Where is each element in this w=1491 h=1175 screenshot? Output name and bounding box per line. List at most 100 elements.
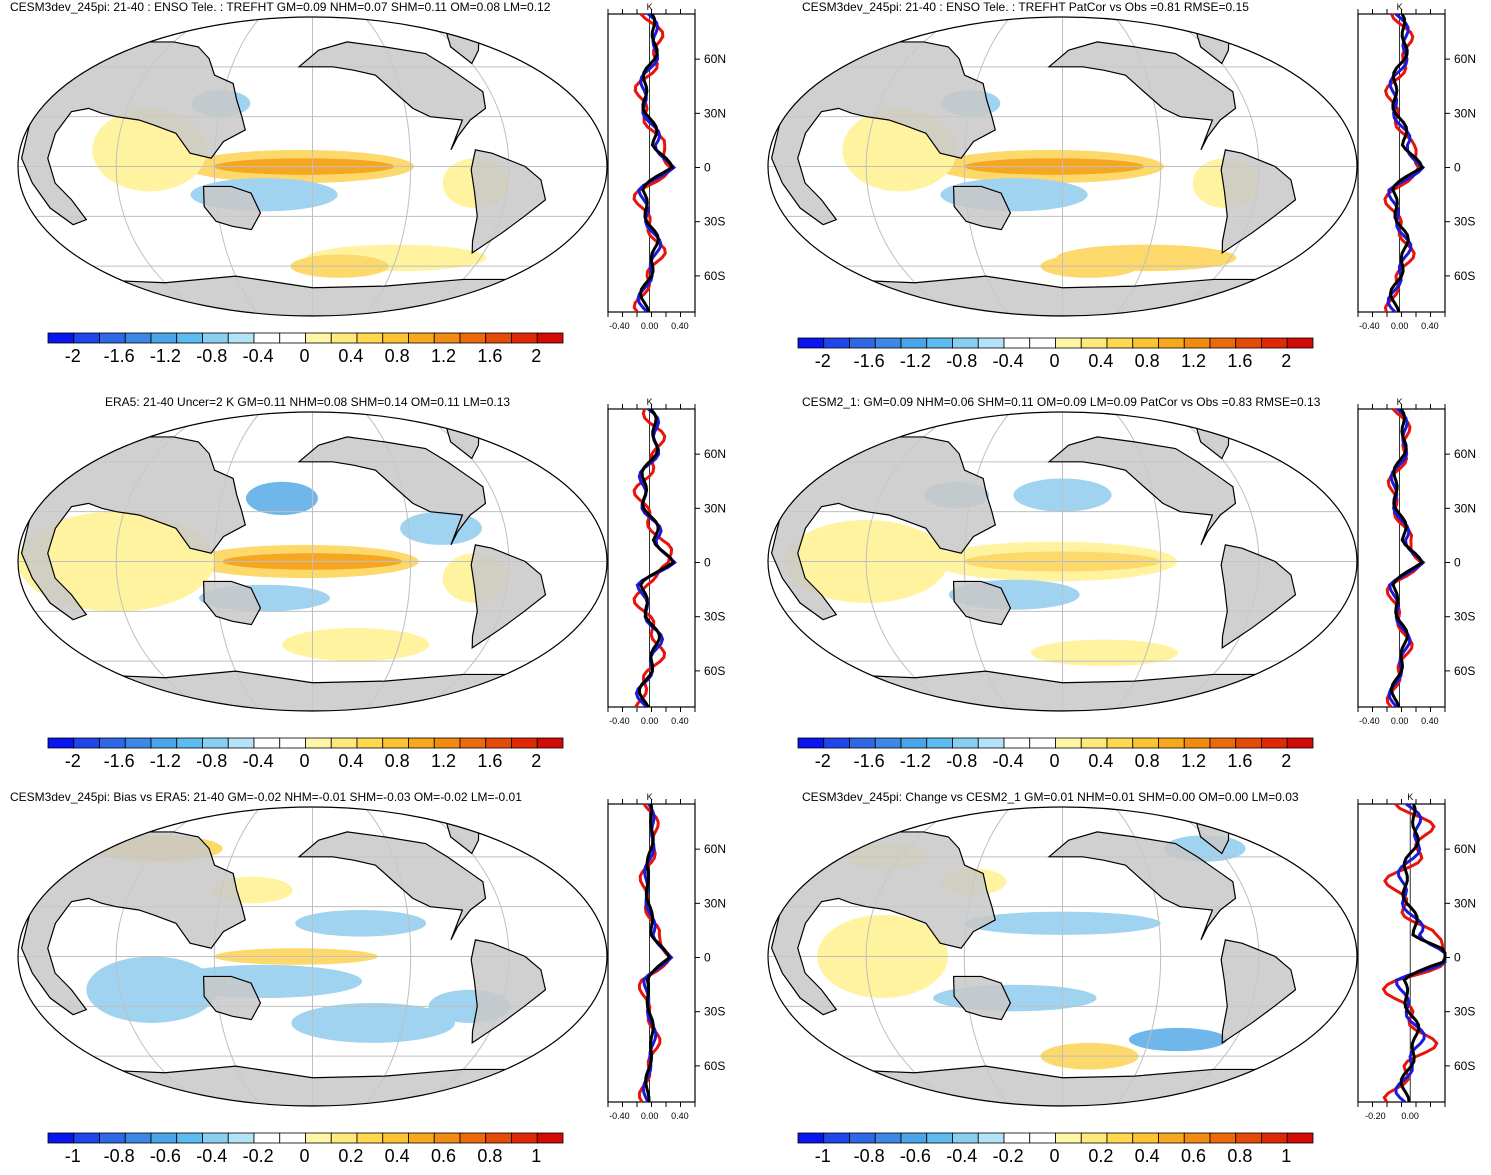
colorbar-swatch — [952, 337, 979, 349]
zonal-x-label: 0.40 — [671, 1111, 689, 1121]
colorbar-tick-label: 1.6 — [1227, 351, 1253, 371]
colorbar-swatch — [408, 332, 435, 344]
zonal-lat-label: 0 — [704, 951, 711, 965]
global-map — [17, 16, 608, 317]
zonal-unit-label: K — [647, 792, 653, 802]
colorbar-labels: -2 -1.6 -1.2 -0.8 -0.4 0 0.4 0.8 1.2 1.6 2 — [47, 751, 562, 773]
panel-change-vs-cesm2: CESM3dev_245pi: Change vs CESM2_1 GM=0.0… — [750, 790, 1491, 1175]
zonal-x-label: 0.00 — [1391, 716, 1409, 726]
colorbar-swatch — [900, 737, 928, 749]
colorbar-swatch — [253, 332, 281, 344]
land-mass — [1047, 41, 1237, 151]
zonal-lat-label: 60S — [1454, 1059, 1475, 1073]
zonal-lat-label: 60N — [704, 842, 726, 856]
colorbar-swatch — [1286, 337, 1314, 349]
global-map — [767, 806, 1358, 1107]
colorbar-tick-label: 1 — [531, 1146, 542, 1166]
colorbar-swatch — [1235, 337, 1262, 349]
colorbar-swatch — [433, 737, 461, 749]
global-map — [767, 16, 1358, 317]
colorbar-tick-label: -1.6 — [103, 346, 135, 366]
colorbar-swatch — [511, 737, 538, 749]
zonal-unit-label: K — [1397, 2, 1403, 12]
colorbar-swatch — [1209, 1132, 1237, 1144]
colorbar-tick-label: 2 — [1281, 751, 1292, 771]
colorbar-swatch — [124, 332, 152, 344]
colorbar-tick-label: 0 — [1049, 751, 1060, 771]
land-mass — [470, 544, 547, 650]
colorbar-swatch — [459, 737, 487, 749]
colorbar-swatch — [150, 332, 178, 344]
colorbar-tick-label: -0.8 — [103, 1146, 135, 1166]
colorbar-swatch — [1183, 737, 1211, 749]
colorbar-swatch — [47, 737, 75, 749]
colorbar-swatch — [1055, 337, 1082, 349]
colorbar-swatch — [1003, 337, 1031, 349]
colorbar-swatch — [926, 337, 953, 349]
cool-anomaly — [1128, 1027, 1228, 1052]
colorbar-tick-label: -0.4 — [992, 351, 1024, 371]
zonal-lat-label: 60N — [704, 447, 726, 461]
colorbar-swatch — [797, 337, 825, 349]
colorbar-swatch — [1029, 337, 1056, 349]
colorbar-tick-label: 0.4 — [338, 346, 364, 366]
zonal-lat-label: 30N — [704, 106, 726, 120]
colorbar-swatch — [1106, 337, 1134, 349]
zonal-mean-plot: K 60N 30N 0 30S 60S -0.40 0.00 0.40 — [607, 397, 726, 726]
land-mass — [20, 41, 246, 226]
zonal-mean-plot: K 60N 30N 0 30S 60S -0.20 0.00 — [1357, 792, 1476, 1121]
colorbar-tick-label: 0.2 — [338, 1146, 364, 1166]
colorbar-swatch — [227, 1132, 255, 1144]
colorbar-swatch — [1235, 1132, 1262, 1144]
colorbar-swatch — [202, 1132, 229, 1144]
land-mass — [770, 41, 996, 226]
colorbar-swatch — [356, 1132, 384, 1144]
colorbar-swatch — [459, 1132, 487, 1144]
colorbar-tick-label: 1.2 — [1181, 351, 1207, 371]
colorbar-tick-label: 0 — [299, 1146, 310, 1166]
colorbar-swatch — [1106, 1132, 1134, 1144]
colorbar-labels: -2 -1.6 -1.2 -0.8 -0.4 0 0.4 0.8 1.2 1.6 2 — [47, 346, 562, 368]
colorbar-swatch — [485, 332, 512, 344]
zonal-mean-plot: K 60N 30N 0 30S 60S -0.40 0.00 0.40 — [1357, 397, 1476, 726]
colorbar-tick-label: 0.6 — [431, 1146, 457, 1166]
colorbar-tick-label: 0.4 — [1088, 751, 1114, 771]
land-mass — [297, 831, 487, 941]
zonal-x-label: 0.00 — [641, 1111, 659, 1121]
zonal-lat-label: 0 — [1454, 951, 1461, 965]
colorbar-tick-label: -0.8 — [853, 1146, 885, 1166]
colorbar-swatch — [849, 737, 876, 749]
land-mass — [952, 975, 1012, 1021]
colorbar-tick-label: 0 — [1049, 1146, 1060, 1166]
zonal-x-label: 0.40 — [1421, 716, 1439, 726]
zonal-x-label: -0.40 — [609, 1111, 630, 1121]
colorbar-tick-label: -0.4 — [946, 1146, 978, 1166]
colorbar-swatch — [253, 737, 281, 749]
colorbar-swatch — [900, 1132, 928, 1144]
colorbar-labels: -1 -0.8 -0.6 -0.4 -0.2 0 0.2 0.4 0.6 0.8 1 — [797, 1146, 1312, 1168]
zonal-x-label: 0.00 — [1391, 321, 1409, 331]
land-mass — [1220, 544, 1297, 650]
colorbar-tick-label: -0.6 — [149, 1146, 181, 1166]
colorbar-swatch — [1003, 1132, 1031, 1144]
colorbar-swatch — [1055, 1132, 1082, 1144]
zonal-x-label: 0.00 — [641, 716, 659, 726]
panel-era5: ERA5: 21-40 Uncer=2 K GM=0.11 NHM=0.08 S… — [0, 395, 745, 780]
zonal-lat-label: 60S — [1454, 269, 1475, 283]
zonal-lat-label: 30N — [1454, 896, 1476, 910]
zonal-series-black — [1389, 408, 1425, 708]
colorbar-swatch — [1158, 1132, 1185, 1144]
colorbar — [47, 737, 564, 749]
panel-title: CESM3dev_245pi: Change vs CESM2_1 GM=0.0… — [802, 790, 1299, 804]
colorbar-swatch — [511, 332, 538, 344]
colorbar-tick-label: 0.8 — [1134, 351, 1160, 371]
zonal-series-black — [637, 408, 676, 708]
colorbar-swatch — [433, 332, 461, 344]
colorbar — [47, 332, 564, 344]
zonal-lat-label: 60N — [704, 52, 726, 66]
colorbar-swatch — [1286, 737, 1314, 749]
colorbar-swatch — [124, 737, 152, 749]
land-mass — [1220, 149, 1297, 255]
cool-anomaly — [291, 1003, 455, 1043]
colorbar-tick-label: -0.8 — [946, 351, 978, 371]
